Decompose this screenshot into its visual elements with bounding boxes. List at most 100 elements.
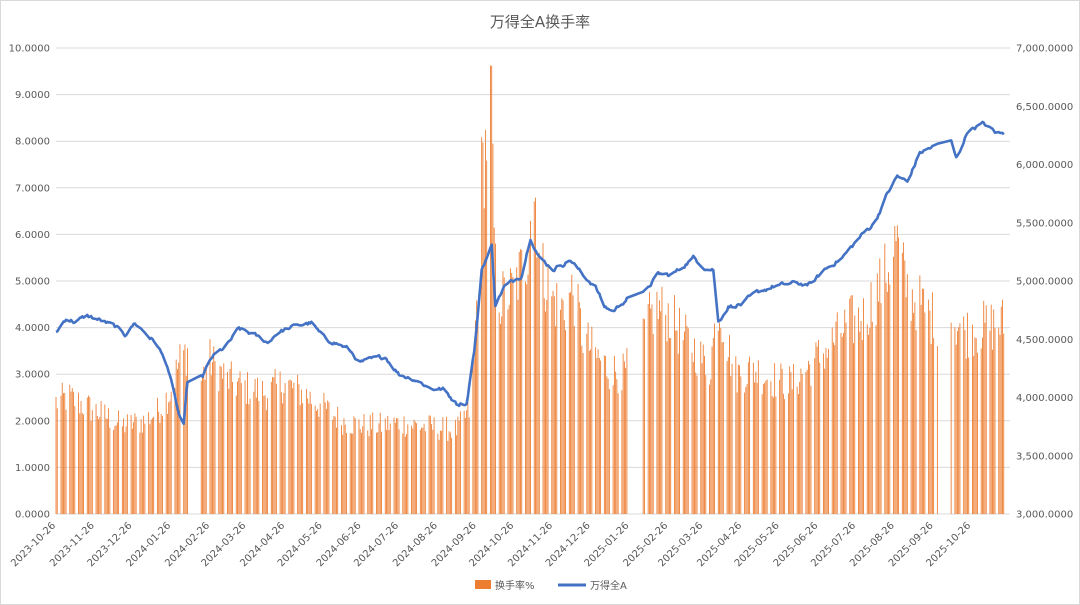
bar bbox=[78, 392, 79, 514]
bar bbox=[586, 333, 588, 514]
bar bbox=[626, 348, 628, 514]
bar bbox=[696, 375, 698, 514]
bar bbox=[647, 303, 649, 514]
bar bbox=[267, 398, 269, 514]
bar bbox=[950, 322, 952, 514]
bar bbox=[835, 321, 837, 514]
bar bbox=[185, 375, 187, 514]
bar bbox=[349, 432, 351, 514]
bar bbox=[263, 395, 265, 514]
bar bbox=[625, 367, 627, 514]
bar bbox=[368, 436, 370, 514]
bar bbox=[816, 346, 818, 514]
bar bbox=[511, 272, 513, 514]
bar bbox=[134, 413, 136, 514]
right-tick-label: 5,000.0000 bbox=[1016, 277, 1073, 288]
legend-swatch-turnover bbox=[475, 580, 491, 589]
bar bbox=[168, 402, 170, 514]
bar bbox=[853, 343, 854, 514]
bar bbox=[797, 394, 799, 514]
bar bbox=[248, 404, 250, 514]
bar bbox=[265, 410, 267, 514]
bar bbox=[870, 282, 872, 514]
bar bbox=[376, 432, 377, 514]
bar bbox=[253, 391, 255, 514]
bar bbox=[992, 349, 993, 514]
bar bbox=[677, 353, 679, 514]
bar bbox=[482, 142, 484, 514]
bar bbox=[495, 243, 496, 514]
bar bbox=[858, 307, 859, 514]
bar bbox=[726, 361, 728, 514]
bar bbox=[746, 383, 748, 514]
bar bbox=[974, 337, 976, 514]
bar bbox=[563, 320, 565, 514]
bar bbox=[209, 339, 211, 514]
bar bbox=[796, 386, 798, 514]
bar bbox=[854, 315, 856, 514]
bar bbox=[824, 368, 826, 514]
bar bbox=[889, 284, 891, 514]
bar bbox=[227, 371, 228, 514]
bar bbox=[781, 369, 783, 514]
bar bbox=[885, 282, 887, 514]
bar bbox=[438, 439, 440, 514]
bar bbox=[860, 320, 862, 514]
bar bbox=[805, 371, 807, 514]
bar bbox=[464, 418, 466, 514]
bar bbox=[533, 201, 535, 514]
bar bbox=[700, 341, 702, 514]
bar bbox=[643, 319, 645, 514]
bar bbox=[486, 160, 488, 514]
bar bbox=[623, 361, 625, 514]
line-series-wind-a bbox=[55, 120, 1005, 425]
bar bbox=[712, 338, 714, 514]
bar bbox=[507, 309, 509, 514]
bar bbox=[879, 258, 881, 514]
bar bbox=[692, 362, 694, 514]
bar bbox=[866, 324, 868, 514]
bar bbox=[661, 286, 663, 514]
bar bbox=[588, 350, 590, 514]
bar bbox=[791, 389, 793, 514]
bar bbox=[165, 392, 167, 514]
bar bbox=[993, 309, 995, 514]
bar bbox=[254, 379, 256, 514]
bar bbox=[467, 401, 469, 514]
right-tick-label: 4,000.0000 bbox=[1016, 393, 1073, 404]
bar bbox=[747, 362, 749, 514]
bar bbox=[868, 334, 869, 514]
bar bbox=[381, 431, 382, 514]
bar bbox=[595, 347, 597, 514]
bar bbox=[431, 424, 433, 514]
bar bbox=[323, 392, 325, 514]
bar bbox=[691, 352, 693, 514]
legend: 换手率% 万得全A bbox=[475, 579, 627, 592]
bar bbox=[166, 413, 168, 514]
bar bbox=[476, 300, 478, 514]
bar bbox=[898, 237, 900, 515]
bar bbox=[60, 395, 62, 514]
bar bbox=[543, 298, 545, 514]
bar bbox=[525, 281, 526, 514]
bar bbox=[905, 297, 907, 514]
bar bbox=[282, 403, 284, 514]
bar bbox=[169, 400, 171, 514]
bar bbox=[705, 375, 707, 514]
bar bbox=[213, 346, 215, 514]
bar bbox=[818, 340, 819, 514]
bar bbox=[297, 374, 299, 514]
bar bbox=[973, 356, 975, 514]
bar bbox=[893, 256, 895, 514]
bar bbox=[512, 277, 514, 514]
bar bbox=[761, 394, 763, 514]
bar bbox=[150, 419, 152, 514]
bar bbox=[223, 363, 225, 514]
bar bbox=[886, 291, 888, 514]
bar bbox=[521, 250, 523, 514]
bar bbox=[722, 342, 724, 514]
bar bbox=[527, 274, 529, 514]
bar bbox=[878, 301, 879, 514]
bar bbox=[489, 65, 491, 515]
bar bbox=[95, 404, 97, 514]
